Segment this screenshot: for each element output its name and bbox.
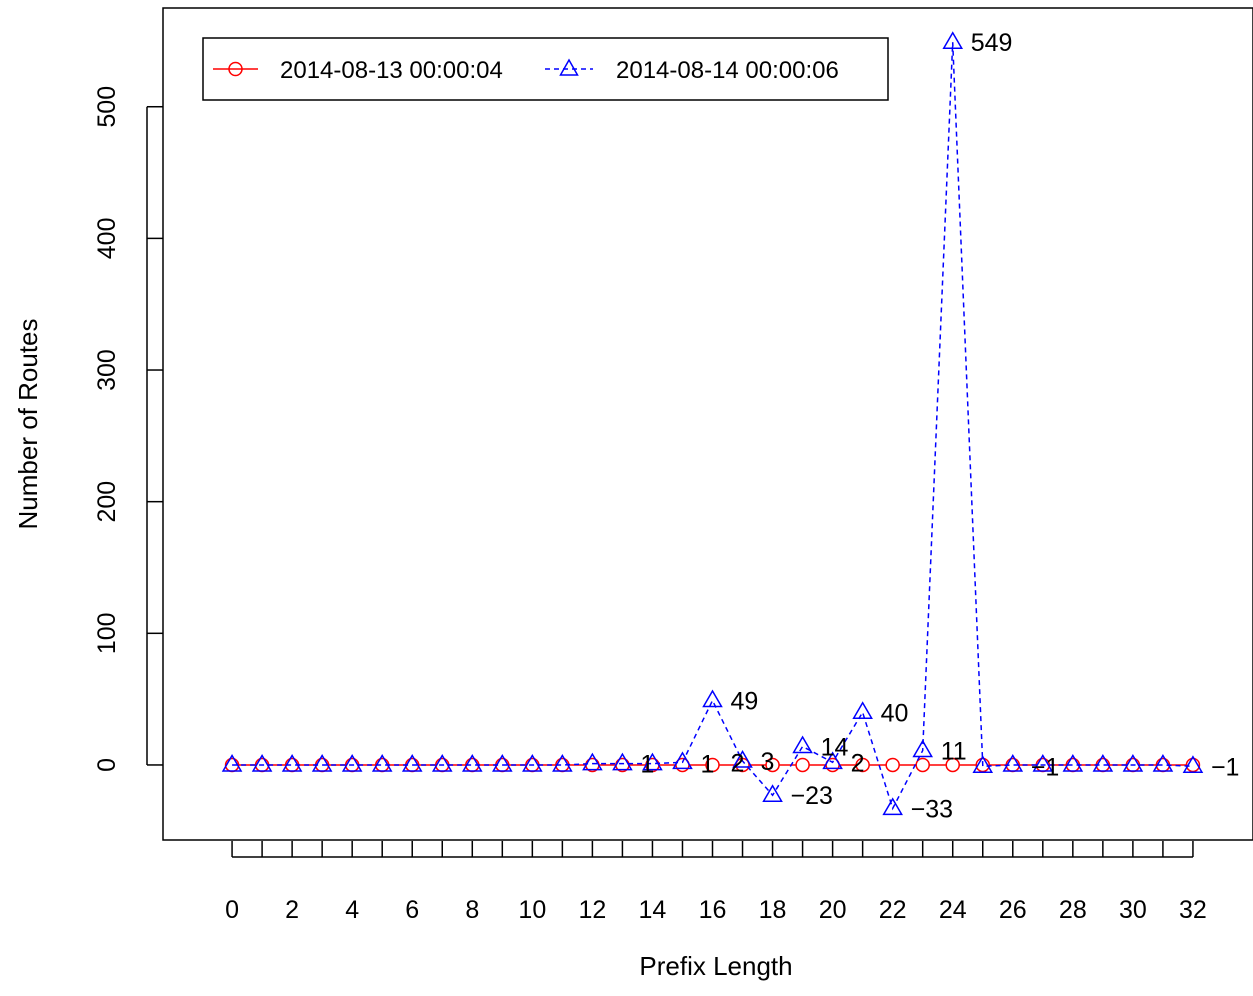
series-1-point — [795, 757, 810, 773]
x-tick-label: 26 — [999, 896, 1027, 924]
data-label: 1 — [700, 751, 714, 779]
data-label: 49 — [731, 687, 759, 715]
series-2-point — [492, 753, 513, 772]
series-2-point — [1032, 753, 1054, 772]
series-1-point — [855, 757, 870, 773]
series-1-point — [735, 757, 750, 773]
series-2-point — [1182, 755, 1204, 774]
legend-series-2-label: 2014-08-14 00:00:06 — [616, 57, 839, 84]
data-label: −1 — [1031, 753, 1060, 781]
series-1-point — [915, 757, 930, 773]
series-2-point — [1122, 753, 1144, 772]
x-tick-label: 12 — [578, 896, 606, 924]
x-axis-label: Prefix Length — [639, 951, 792, 981]
legend: 2014-08-13 00:00:04 2014-08-14 00:00:06 — [202, 37, 889, 101]
series-2-point — [642, 752, 663, 771]
data-label: −33 — [911, 795, 953, 823]
x-tick-label: 28 — [1059, 896, 1087, 924]
y-axis-label: Number of Routes — [13, 319, 43, 530]
series-2-point — [582, 752, 603, 771]
series-2-point — [1152, 753, 1174, 772]
series-2-line — [232, 42, 1193, 811]
series-2-point — [522, 753, 543, 772]
x-tick-label: 4 — [345, 896, 359, 924]
series-2-point — [1002, 753, 1024, 772]
series-2-point — [882, 797, 903, 816]
series-2-point — [702, 689, 723, 708]
x-tick-label: 2 — [285, 896, 299, 924]
x-tick-label: 6 — [405, 896, 419, 924]
series-2-point — [341, 753, 363, 772]
legend-series-1-label: 2014-08-13 00:00:04 — [280, 57, 503, 84]
x-tick-label: 32 — [1179, 896, 1207, 924]
series-1-point — [705, 757, 720, 773]
y-axis: 0 100 200 300 400 500 — [93, 86, 163, 772]
legend-series-2-marker — [559, 58, 579, 76]
y-tick-label: 500 — [93, 86, 121, 128]
data-label: 2 — [731, 749, 745, 777]
x-tick-label: 30 — [1119, 896, 1147, 924]
y-tick-label: 0 — [93, 758, 121, 772]
series-2-point — [732, 750, 753, 768]
x-axis: 0 2 4 6 8 10 12 14 16 18 20 22 24 26 28 30 32 — [225, 841, 1207, 924]
series-2-point — [1092, 753, 1114, 772]
y-tick-label: 400 — [93, 218, 121, 260]
series-2-point — [552, 753, 573, 772]
x-tick-label: 24 — [939, 896, 967, 924]
data-label: 3 — [761, 748, 775, 776]
y-tick-label: 300 — [93, 349, 121, 391]
data-label: 14 — [821, 734, 849, 762]
series-2-point — [461, 753, 483, 772]
x-tick-label: 18 — [759, 896, 787, 924]
series-2-point — [371, 753, 393, 772]
series-1-point — [885, 757, 900, 773]
series-2-point — [311, 753, 333, 772]
series-1-point — [765, 757, 780, 773]
data-label: −1 — [1211, 753, 1240, 781]
series-2-point — [431, 753, 453, 772]
series-2-point — [1062, 753, 1084, 772]
series-2-point — [251, 753, 273, 772]
plot-frame — [162, 7, 1253, 841]
x-tick-label: 22 — [879, 896, 907, 924]
series-2-point — [762, 784, 783, 802]
series-2-point — [401, 753, 423, 772]
series-2-point — [972, 755, 994, 774]
series-2-point — [221, 753, 243, 772]
x-ticks: 0 2 4 6 8 10 12 14 16 18 20 22 24 26 28 30 32 — [225, 841, 1207, 924]
series-2-point — [281, 753, 303, 772]
x-tick-label: 0 — [225, 896, 239, 924]
series-2-point — [792, 735, 813, 754]
data-label: 1 — [640, 751, 654, 779]
series-layer — [221, 31, 1204, 816]
data-label: 549 — [971, 29, 1013, 57]
series-2-point — [822, 751, 843, 770]
data-label: 2 — [851, 749, 865, 777]
data-label: 11 — [941, 737, 967, 765]
legend-series-1-marker — [228, 61, 243, 77]
y-tick-label: 200 — [93, 481, 121, 523]
series-2-point — [912, 739, 933, 758]
series-2-point — [672, 751, 693, 770]
x-tick-label: 10 — [518, 896, 546, 924]
x-tick-label: 8 — [465, 896, 479, 924]
data-label: −23 — [791, 782, 833, 810]
y-ticks: 0 100 200 300 400 500 — [93, 86, 163, 772]
series-2-point — [942, 31, 964, 49]
data-label: 40 — [881, 699, 909, 727]
series-1-point — [945, 757, 960, 773]
x-tick-label: 20 — [819, 896, 847, 924]
series-2-point — [852, 701, 873, 720]
x-tick-label: 16 — [699, 896, 727, 924]
y-tick-label: 100 — [93, 612, 121, 654]
series-2-point — [612, 752, 633, 771]
x-tick-label: 14 — [639, 896, 667, 924]
